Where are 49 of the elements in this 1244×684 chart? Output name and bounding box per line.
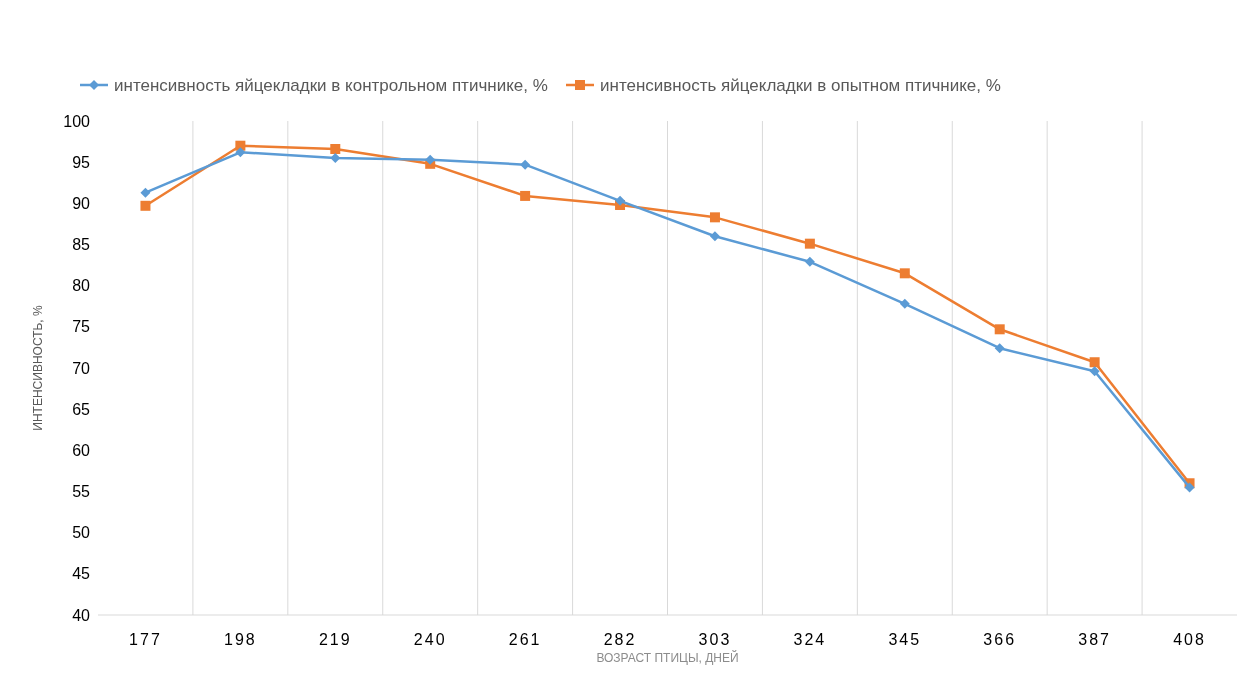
point xyxy=(140,200,151,211)
y-tick-label: 80 xyxy=(72,277,91,295)
point xyxy=(1184,482,1195,493)
x-tick-label: 387 xyxy=(1078,630,1111,648)
point xyxy=(235,147,246,158)
y-tick-label: 50 xyxy=(72,524,91,542)
point xyxy=(330,143,341,154)
y-tick-label: 70 xyxy=(72,359,91,377)
y-tick-label: 60 xyxy=(72,441,91,459)
x-tick-label: 408 xyxy=(1173,630,1206,648)
x-tick-label: 219 xyxy=(318,630,352,648)
x-tick-label: 198 xyxy=(224,630,257,648)
point xyxy=(804,256,815,267)
point xyxy=(140,187,151,198)
y-tick-label: 90 xyxy=(72,194,91,212)
y-tick-label: 55 xyxy=(72,483,91,501)
x-tick-label: 177 xyxy=(129,630,162,648)
y-tick-label: 85 xyxy=(72,236,91,254)
x-tick-label: 282 xyxy=(603,630,637,648)
point xyxy=(520,159,531,170)
y-tick-label: 65 xyxy=(72,400,91,418)
point xyxy=(1089,357,1100,368)
point xyxy=(615,195,626,206)
point xyxy=(899,298,910,309)
y-tick-label: 95 xyxy=(72,153,91,171)
x-tick-label: 303 xyxy=(698,630,732,648)
y-tick-label: 40 xyxy=(72,606,91,624)
y-tick-label: 45 xyxy=(72,565,91,583)
legend-label: интенсивность яйцекладки в контрольном птичнике, % xyxy=(114,75,548,95)
x-tick-label: 324 xyxy=(793,630,827,648)
legend-label: интенсивность яйцекладки в опытном птичнике, % xyxy=(600,75,1001,95)
point xyxy=(1089,366,1100,377)
point xyxy=(330,153,341,164)
point xyxy=(899,268,910,279)
x-tick-label: 345 xyxy=(888,630,922,648)
x-tick-label: 366 xyxy=(983,630,1017,648)
x-axis-title: ВОЗРАСТ ПТИЦЫ, ДНЕЙ xyxy=(596,650,739,665)
x-tick-label: 261 xyxy=(508,630,542,648)
point xyxy=(425,154,436,165)
point xyxy=(520,190,531,201)
point xyxy=(804,238,815,249)
y-tick-label: 100 xyxy=(63,112,91,130)
y-tick-label: 75 xyxy=(72,318,91,336)
y-axis-title: ИНТЕНСИВНОСТЬ, % xyxy=(31,304,45,431)
point xyxy=(709,231,720,242)
point xyxy=(994,324,1005,335)
x-tick-label: 240 xyxy=(413,630,447,648)
point xyxy=(709,212,720,223)
point xyxy=(994,343,1005,354)
